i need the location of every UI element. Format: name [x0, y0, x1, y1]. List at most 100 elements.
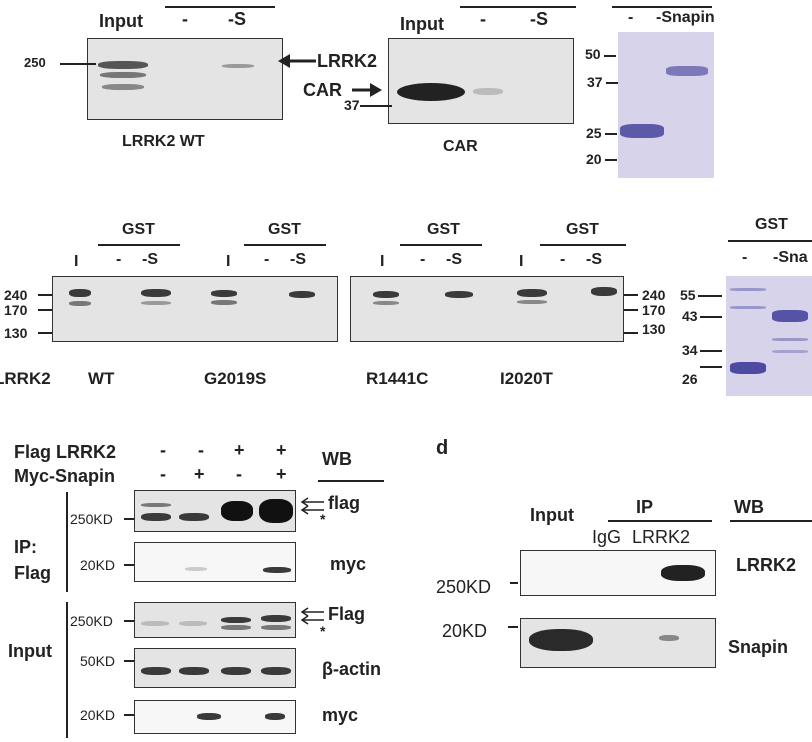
gel-a-tick-37 [606, 82, 618, 84]
gel-a-minus-header: - [628, 9, 634, 26]
lrrk2-wt-blot [87, 38, 283, 120]
blot-d1-label: LRRK2 [736, 555, 797, 575]
blot-wt-g2019s [52, 276, 338, 342]
gel-b-rule [728, 240, 812, 242]
blot-b2-mw-130: 130 [642, 321, 666, 337]
gel-b-tick-55 [698, 295, 722, 297]
lrrk2-mw-tick [60, 63, 96, 65]
blot-d1-tick [510, 582, 518, 584]
input-label: Input [8, 641, 52, 661]
panel-d-wb-rule [730, 520, 812, 522]
panel-c-row2-label: Myc-Snapin [14, 466, 116, 486]
gel-a-mw-37: 37 [587, 74, 603, 90]
gel-a-mw-25: 25 [586, 125, 602, 141]
blot-b2-tick-240 [624, 294, 638, 296]
ip-bracket [66, 492, 68, 592]
panel-d-igg-header: IgG [592, 527, 622, 547]
lane-i-4: I [519, 253, 524, 270]
blot-b2-mw-240: 240 [642, 287, 666, 303]
panel-c-wb-label: WB [322, 449, 352, 469]
gst-header-4: GST [566, 221, 599, 238]
blot-c3-mw: 250KD [70, 613, 113, 629]
blot-c1-label: flag [328, 493, 361, 513]
gel-a [618, 32, 714, 178]
gst-header-3: GST [427, 221, 460, 238]
ip-label-2: Flag [14, 563, 52, 583]
blot-c3-tick [124, 620, 134, 622]
panel-d-letter: d [436, 437, 449, 459]
car-header-rule [460, 6, 576, 8]
blot-d-lrrk2 [520, 550, 716, 596]
lrrk2-target-label: LRRK2 [317, 51, 378, 71]
panel-d-ip-header: IP [636, 497, 654, 517]
blot-d2-tick [508, 626, 518, 628]
lrrk2-mw-250: 250 [24, 55, 46, 70]
blot-c5-label: myc [322, 705, 359, 725]
input-bracket [66, 602, 68, 738]
panel-d-ip-rule [608, 520, 712, 522]
car-caption: CAR [443, 138, 478, 155]
blot-r1441c-i2020t [350, 276, 624, 342]
blot-c4-mw: 50KD [80, 653, 116, 669]
blot-c4-label: β-actin [322, 659, 381, 679]
panel-c-row1-label: Flag LRRK2 [14, 442, 117, 462]
blot-d2-mw: 20KD [442, 621, 488, 641]
row1-sign-4: + [276, 440, 287, 460]
car-arrow-icon [352, 83, 382, 97]
car-s-header: -S [530, 9, 548, 29]
gst-header-2: GST [268, 221, 301, 238]
blot-c4-tick [124, 660, 134, 662]
lrrk2-input-header: Input [99, 11, 143, 31]
lane-s-2: -S [290, 251, 306, 268]
blot-c2-tick [124, 564, 134, 566]
blot-c3-label: Flag [328, 604, 366, 624]
gel-b-tick-26 [700, 366, 722, 368]
gel-b [726, 276, 812, 396]
blot-c5-mw: 20KD [80, 707, 116, 723]
panel-b-row-label: LRRK2 [0, 369, 51, 388]
gst-rule-1 [98, 244, 180, 246]
gel-b-mw-43: 43 [682, 308, 698, 324]
blot-c2-label: myc [330, 554, 367, 574]
blot-ip-flag [134, 490, 296, 532]
lane-minus-1: - [116, 251, 122, 268]
blot-c1-star: * [320, 511, 326, 527]
blot-b-tick-170 [38, 309, 52, 311]
lrrk2-s-header: -S [228, 9, 246, 29]
lrrk2-arrow-icon [278, 54, 316, 68]
gel-b-mw-55: 55 [680, 287, 696, 303]
lrrk2-minus-header: - [182, 9, 188, 29]
row2-sign-2: + [194, 464, 205, 484]
blot-b-tick-130 [38, 332, 52, 334]
lane-minus-2: - [264, 251, 270, 268]
car-mw-tick [360, 105, 392, 107]
gel-a-header-rule [612, 6, 712, 8]
blot-d2-label: Snapin [728, 637, 789, 657]
lrrk2-header-rule [165, 6, 275, 8]
gel-a-tick-50 [604, 55, 616, 57]
lane-minus-4: - [560, 251, 566, 268]
row2-sign-1: - [160, 464, 166, 484]
panel-c-wb-rule [318, 480, 384, 482]
blot-c1-tick [124, 518, 134, 520]
blot-input-flag [134, 602, 296, 638]
car-input-header: Input [400, 14, 444, 34]
variant-i2020t: I2020T [500, 369, 553, 388]
blot-b-tick-240 [38, 294, 52, 296]
gel-b-gst-header: GST [755, 216, 788, 233]
blot-d1-mw: 250KD [436, 577, 492, 597]
blot-input-actin [134, 648, 296, 688]
gst-header-1: GST [122, 221, 155, 238]
blot-c5-tick [124, 714, 134, 716]
blot-b2-tick-170 [624, 309, 638, 311]
gst-rule-2 [244, 244, 326, 246]
ip-label: IP: [14, 537, 38, 557]
gel-b-tick-34 [700, 350, 722, 352]
row2-sign-3: - [236, 464, 242, 484]
blot-b2-mw-170: 170 [642, 302, 666, 318]
lane-s-4: -S [586, 251, 602, 268]
car-target-label: CAR [303, 80, 342, 100]
gel-a-tick-25 [605, 133, 617, 135]
row1-sign-2: - [198, 440, 204, 460]
panel-d-lrrk2-header: LRRK2 [632, 527, 691, 547]
